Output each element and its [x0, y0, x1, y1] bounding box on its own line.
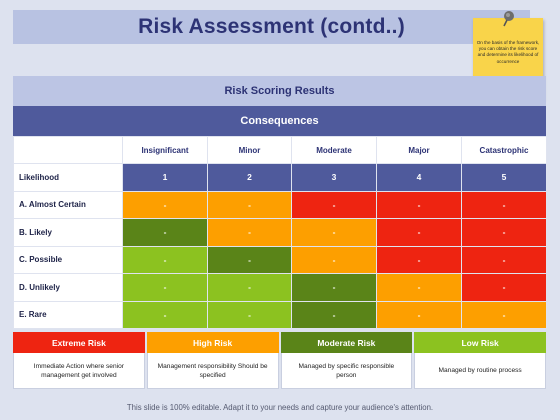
score-cell: 1 — [122, 163, 208, 192]
risk-cell: - — [461, 245, 547, 274]
risk-cell: - — [461, 218, 547, 247]
risk-legend: Extreme Risk Immediate Action where seni… — [13, 332, 546, 389]
row-label: C. Possible — [13, 245, 123, 274]
risk-cell: - — [122, 190, 208, 219]
legend-high-risk: High Risk Management responsibility Shou… — [146, 332, 279, 389]
risk-cell: - — [207, 273, 292, 302]
legend-title: High Risk — [146, 332, 279, 353]
risk-cell: - — [207, 300, 292, 329]
risk-cell: - — [376, 218, 462, 247]
legend-extreme-risk: Extreme Risk Immediate Action where seni… — [13, 332, 145, 389]
corner-cell — [13, 136, 123, 164]
slide-title: Risk Assessment (contd..) — [138, 15, 405, 38]
legend-low-risk: Low Risk Managed by routine process — [414, 332, 546, 389]
score-cell: 3 — [291, 163, 377, 192]
table-row: E. Rare - - - - - — [13, 300, 547, 329]
risk-cell: - — [291, 300, 377, 329]
risk-cell: - — [207, 245, 292, 274]
score-cell: 2 — [207, 163, 292, 192]
header-moderate: Moderate — [291, 136, 377, 164]
risk-cell: - — [122, 218, 208, 247]
table-row: D. Unlikely - - - - - — [13, 273, 547, 302]
table-row: B. Likely - - - - - — [13, 218, 547, 247]
score-cell: 5 — [461, 163, 547, 192]
header-catastrophic: Catastrophic — [461, 136, 547, 164]
score-row: Likelihood 1 2 3 4 5 — [13, 163, 547, 192]
legend-description: Managed by routine process — [414, 353, 546, 389]
consequences-header: Consequences — [13, 106, 546, 136]
risk-cell: - — [376, 245, 462, 274]
risk-cell: - — [376, 273, 462, 302]
consequence-header-row: Insignificant Minor Moderate Major Catas… — [13, 136, 547, 164]
risk-cell: - — [291, 273, 377, 302]
risk-cell: - — [291, 190, 377, 219]
legend-description: Immediate Action where senior management… — [13, 353, 145, 389]
risk-cell: - — [207, 190, 292, 219]
pushpin-icon — [503, 11, 514, 27]
likelihood-label: Likelihood — [13, 163, 123, 192]
risk-cell: - — [122, 245, 208, 274]
risk-cell: - — [461, 300, 547, 329]
score-cell: 4 — [376, 163, 462, 192]
risk-cell: - — [122, 300, 208, 329]
risk-cell: - — [291, 245, 377, 274]
section-title: Risk Scoring Results — [13, 76, 546, 106]
legend-title: Moderate Risk — [280, 332, 413, 353]
legend-description: Managed by specific responsible person — [280, 353, 413, 389]
row-label: A. Almost Certain — [13, 190, 123, 219]
table-row: A. Almost Certain - - - - - — [13, 190, 547, 219]
header-minor: Minor — [207, 136, 292, 164]
row-label: D. Unlikely — [13, 273, 123, 302]
legend-moderate-risk: Moderate Risk Managed by specific respon… — [280, 332, 413, 389]
header-major: Major — [376, 136, 462, 164]
legend-title: Low Risk — [414, 332, 546, 353]
row-label: E. Rare — [13, 300, 123, 329]
risk-cell: - — [461, 190, 547, 219]
row-label: B. Likely — [13, 218, 123, 247]
table-row: C. Possible - - - - - — [13, 245, 547, 274]
title-bar: Risk Assessment (contd..) — [13, 10, 530, 44]
risk-matrix: Insignificant Minor Moderate Major Catas… — [13, 136, 547, 329]
header-insignificant: Insignificant — [122, 136, 208, 164]
footer-note: This slide is 100% editable. Adapt it to… — [126, 403, 434, 412]
risk-cell: - — [207, 218, 292, 247]
risk-cell: - — [291, 218, 377, 247]
risk-cell: - — [376, 190, 462, 219]
risk-cell: - — [122, 273, 208, 302]
risk-cell: - — [461, 273, 547, 302]
legend-title: Extreme Risk — [13, 332, 145, 353]
sticky-note-text: On the basis of the framework, you can o… — [476, 40, 540, 64]
risk-cell: - — [376, 300, 462, 329]
legend-description: Management responsibility Should be spec… — [146, 353, 279, 389]
